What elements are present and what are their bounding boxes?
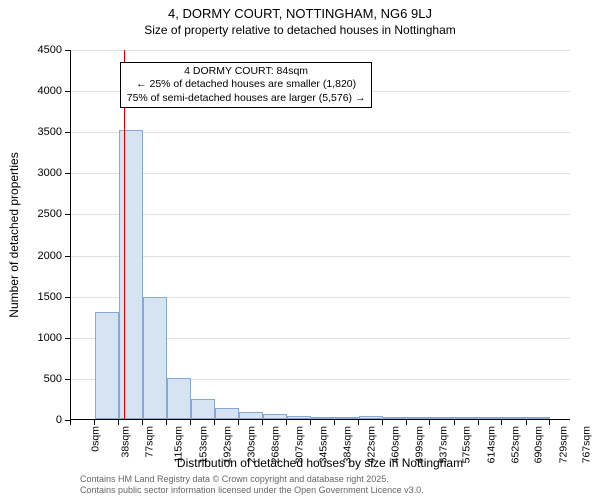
x-tick-label: 690sqm (533, 426, 545, 463)
gridline-h (71, 214, 570, 215)
x-tick-label: 77sqm (144, 426, 156, 458)
x-tick-mark (70, 420, 71, 425)
y-tick-label: 2500 (38, 208, 62, 220)
y-tick-label: 1000 (38, 332, 62, 344)
x-tick-mark (94, 420, 95, 425)
gridline-h (71, 50, 570, 51)
histogram-bar (527, 417, 551, 419)
x-axis: Distribution of detached houses by size … (70, 420, 570, 470)
histogram-bar (167, 378, 191, 419)
x-tick-mark (262, 420, 263, 425)
histogram-bar (335, 417, 359, 419)
chart-title-line1: 4, DORMY COURT, NOTTINGHAM, NG6 9LJ (0, 6, 600, 23)
x-tick-mark (501, 420, 502, 425)
x-tick-mark (214, 420, 215, 425)
x-tick-mark (382, 420, 383, 425)
y-tick-label: 2000 (38, 250, 62, 262)
annotation-line: 4 DORMY COURT: 84sqm (127, 65, 366, 78)
x-tick-mark (334, 420, 335, 425)
x-tick-mark (190, 420, 191, 425)
histogram-bar (215, 408, 239, 420)
histogram-bar (430, 417, 454, 419)
annotation-line: 75% of semi-detached houses are larger (… (127, 92, 366, 105)
histogram-bar (263, 414, 287, 419)
y-tick-label: 3000 (38, 167, 62, 179)
annotation-line: ← 25% of detached houses are smaller (1,… (127, 78, 366, 91)
x-tick-label: 38sqm (119, 426, 131, 458)
plot-area: 4 DORMY COURT: 84sqm← 25% of detached ho… (70, 50, 570, 420)
chart-title-line2: Size of property relative to detached ho… (0, 23, 600, 39)
x-tick-mark (358, 420, 359, 425)
x-tick-mark (429, 420, 430, 425)
histogram-bar (502, 417, 526, 419)
y-axis: 050010001500200025003000350040004500 (0, 50, 70, 420)
y-tick-label: 4000 (38, 85, 62, 97)
histogram-chart: 4, DORMY COURT, NOTTINGHAM, NG6 9LJ Size… (0, 0, 600, 500)
histogram-bar (455, 417, 479, 419)
x-tick-label: 499sqm (413, 426, 425, 463)
histogram-bar (239, 412, 263, 419)
x-tick-mark (166, 420, 167, 425)
x-tick-label: 345sqm (317, 426, 329, 463)
y-tick-label: 1500 (38, 291, 62, 303)
x-tick-mark (118, 420, 119, 425)
x-tick-mark (549, 420, 550, 425)
gridline-h (71, 173, 570, 174)
histogram-bar (95, 312, 119, 419)
x-tick-label: 230sqm (245, 426, 257, 463)
chart-title-block: 4, DORMY COURT, NOTTINGHAM, NG6 9LJ Size… (0, 6, 600, 38)
x-tick-label: 192sqm (221, 426, 233, 463)
x-tick-label: 537sqm (437, 426, 449, 463)
histogram-bar (383, 417, 407, 419)
histogram-bar (407, 417, 431, 419)
x-tick-label: 384sqm (341, 426, 353, 463)
x-tick-mark (526, 420, 527, 425)
y-tick-label: 4500 (38, 44, 62, 56)
x-tick-label: 575sqm (461, 426, 473, 463)
y-tick-label: 0 (56, 414, 62, 426)
annotation-box: 4 DORMY COURT: 84sqm← 25% of detached ho… (120, 62, 373, 107)
x-tick-label: 729sqm (557, 426, 569, 463)
x-tick-mark (238, 420, 239, 425)
x-tick-mark (478, 420, 479, 425)
histogram-bar (143, 297, 167, 419)
histogram-bar (287, 416, 311, 419)
histogram-bar (359, 416, 383, 419)
x-tick-label: 614sqm (485, 426, 497, 463)
x-tick-label: 460sqm (389, 426, 401, 463)
attribution-footer: Contains HM Land Registry data © Crown c… (80, 474, 424, 496)
x-tick-label: 0sqm (90, 426, 102, 452)
footer-line2: Contains public sector information licen… (80, 485, 424, 496)
histogram-bar (479, 417, 503, 419)
histogram-bar (191, 399, 215, 419)
x-tick-mark (310, 420, 311, 425)
footer-line1: Contains HM Land Registry data © Crown c… (80, 474, 424, 485)
x-tick-label: 307sqm (293, 426, 305, 463)
y-tick-label: 500 (44, 373, 62, 385)
x-tick-label: 767sqm (581, 426, 593, 463)
gridline-h (71, 256, 570, 257)
x-tick-label: 115sqm (172, 426, 184, 463)
x-tick-mark (142, 420, 143, 425)
y-tick-label: 3500 (38, 126, 62, 138)
x-tick-label: 268sqm (269, 426, 281, 463)
x-tick-mark (406, 420, 407, 425)
x-tick-label: 422sqm (365, 426, 377, 463)
x-tick-mark (286, 420, 287, 425)
x-tick-label: 652sqm (509, 426, 521, 463)
histogram-bar (311, 417, 335, 419)
gridline-h (71, 132, 570, 133)
x-tick-mark (454, 420, 455, 425)
x-tick-label: 153sqm (197, 426, 209, 463)
